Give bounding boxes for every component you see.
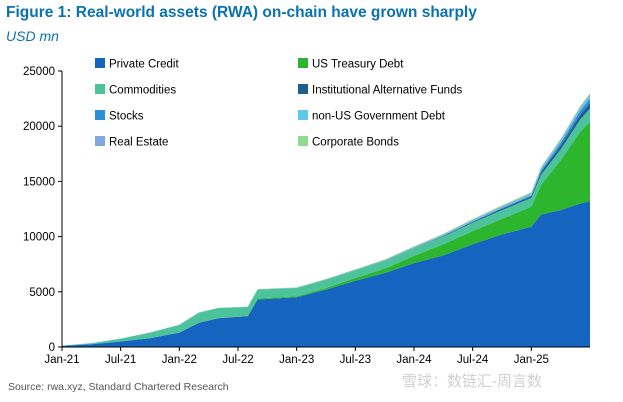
watermark: 雪球：数链汇-周言数 [402,373,542,390]
legend-label: Institutional Alternative Funds [312,85,462,97]
legend-swatch [298,110,308,120]
area-series-1 [62,121,590,346]
legend-label: Private Credit [109,59,179,71]
x-tick-label: Jul-22 [222,354,253,366]
x-tick-label: Jul-21 [105,354,136,366]
x-tick-label: Jan-23 [279,354,314,366]
legend-label: Real Estate [109,137,168,149]
x-tick-label: Jan-24 [396,354,432,366]
legend-swatch [95,136,105,146]
y-tick-label: 15000 [23,176,55,188]
legend-label: US Treasury Debt [312,59,404,71]
x-tick-label: Jul-23 [340,354,371,366]
area-series-0 [62,201,590,347]
legend-swatch [298,58,308,68]
y-tick-label: 10000 [23,232,55,244]
x-tick-label: Jul-24 [457,354,489,366]
x-tick-label: Jan-25 [514,354,549,366]
legend-label: Commodities [109,85,176,97]
legend-label: Corporate Bonds [312,137,399,149]
chart-subtitle: USD mn [6,28,59,44]
legend-label: non-US Government Debt [312,111,446,123]
chart-title: Figure 1: Real-world assets (RWA) on-cha… [6,4,477,21]
y-tick-label: 25000 [23,66,55,78]
legend-swatch [298,84,308,94]
x-tick-label: Jan-22 [162,354,197,366]
legend-swatch [95,110,105,120]
source-note: Source: rwa.xyz, Standard Chartered Rese… [8,381,229,393]
x-tick-label: Jan-21 [44,354,79,366]
legend-swatch [95,84,105,94]
legend-label: Stocks [109,111,144,123]
y-tick-label: 5000 [29,287,55,299]
y-tick-label: 0 [49,342,55,354]
legend-swatch [95,58,105,68]
y-tick-label: 20000 [23,121,55,133]
legend-swatch [298,136,308,146]
